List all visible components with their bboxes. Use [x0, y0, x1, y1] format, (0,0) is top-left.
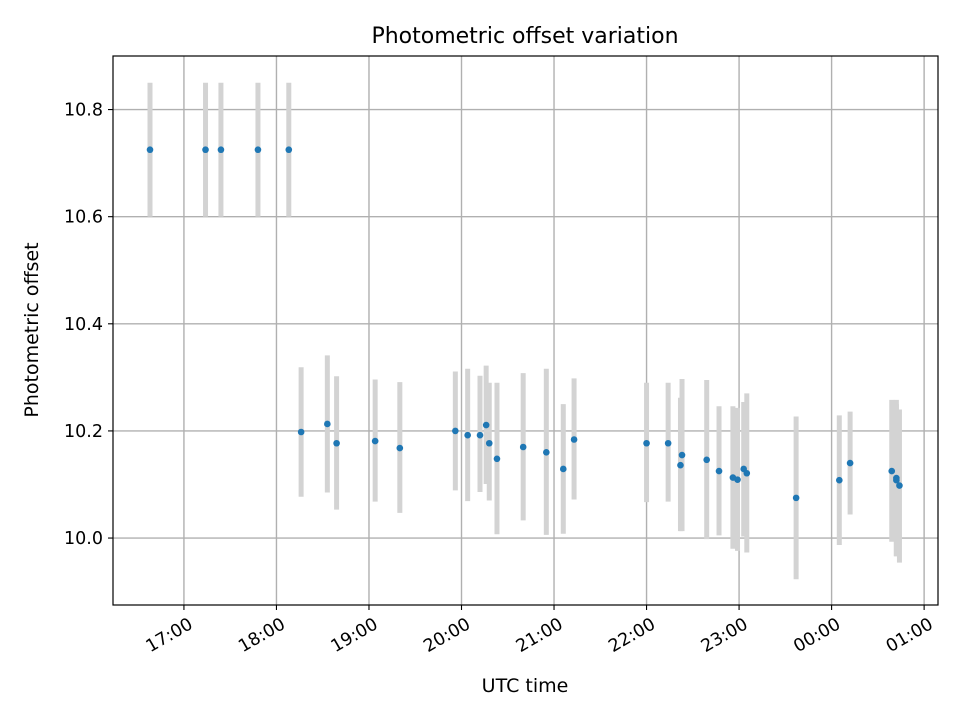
x-axis-label: UTC time [482, 675, 569, 697]
data-point [476, 431, 484, 439]
data-point [893, 476, 900, 484]
data-points [146, 146, 903, 502]
data-point [570, 436, 578, 443]
data-point [888, 467, 896, 475]
y-tick-label: 10.0 [64, 529, 103, 549]
grid-lines [113, 56, 938, 605]
data-point [452, 427, 459, 435]
data-point [493, 455, 501, 463]
data-point [297, 428, 305, 436]
data-point [396, 444, 404, 452]
y-tick-label: 10.2 [64, 422, 103, 442]
data-point [896, 482, 903, 489]
y-tick-label: 10.4 [64, 315, 103, 335]
data-point [217, 146, 225, 154]
data-point [485, 439, 493, 447]
data-point [559, 465, 567, 473]
data-point [543, 449, 550, 456]
data-point [202, 146, 209, 154]
data-point [371, 437, 379, 445]
data-point [703, 456, 710, 464]
data-point [846, 459, 854, 467]
data-point [324, 420, 331, 428]
data-point [678, 451, 686, 459]
data-point [836, 476, 843, 484]
y-tick-label: 10.8 [64, 101, 103, 121]
data-point [715, 467, 723, 475]
data-point [677, 461, 684, 469]
data-point [519, 443, 527, 451]
y-axis-label: Photometric offset [21, 242, 43, 417]
data-point [285, 146, 293, 154]
data-point [743, 469, 751, 477]
data-point [254, 146, 262, 154]
data-point [482, 421, 490, 429]
data-point [792, 494, 800, 502]
data-point [464, 431, 471, 439]
data-point [734, 476, 741, 483]
data-point [146, 146, 154, 154]
y-tick-label: 10.6 [64, 208, 103, 228]
data-point [333, 439, 340, 447]
data-point [643, 439, 650, 447]
plot-frame [112, 55, 939, 606]
data-point [664, 439, 672, 447]
chart-title: Photometric offset variation [371, 24, 678, 49]
